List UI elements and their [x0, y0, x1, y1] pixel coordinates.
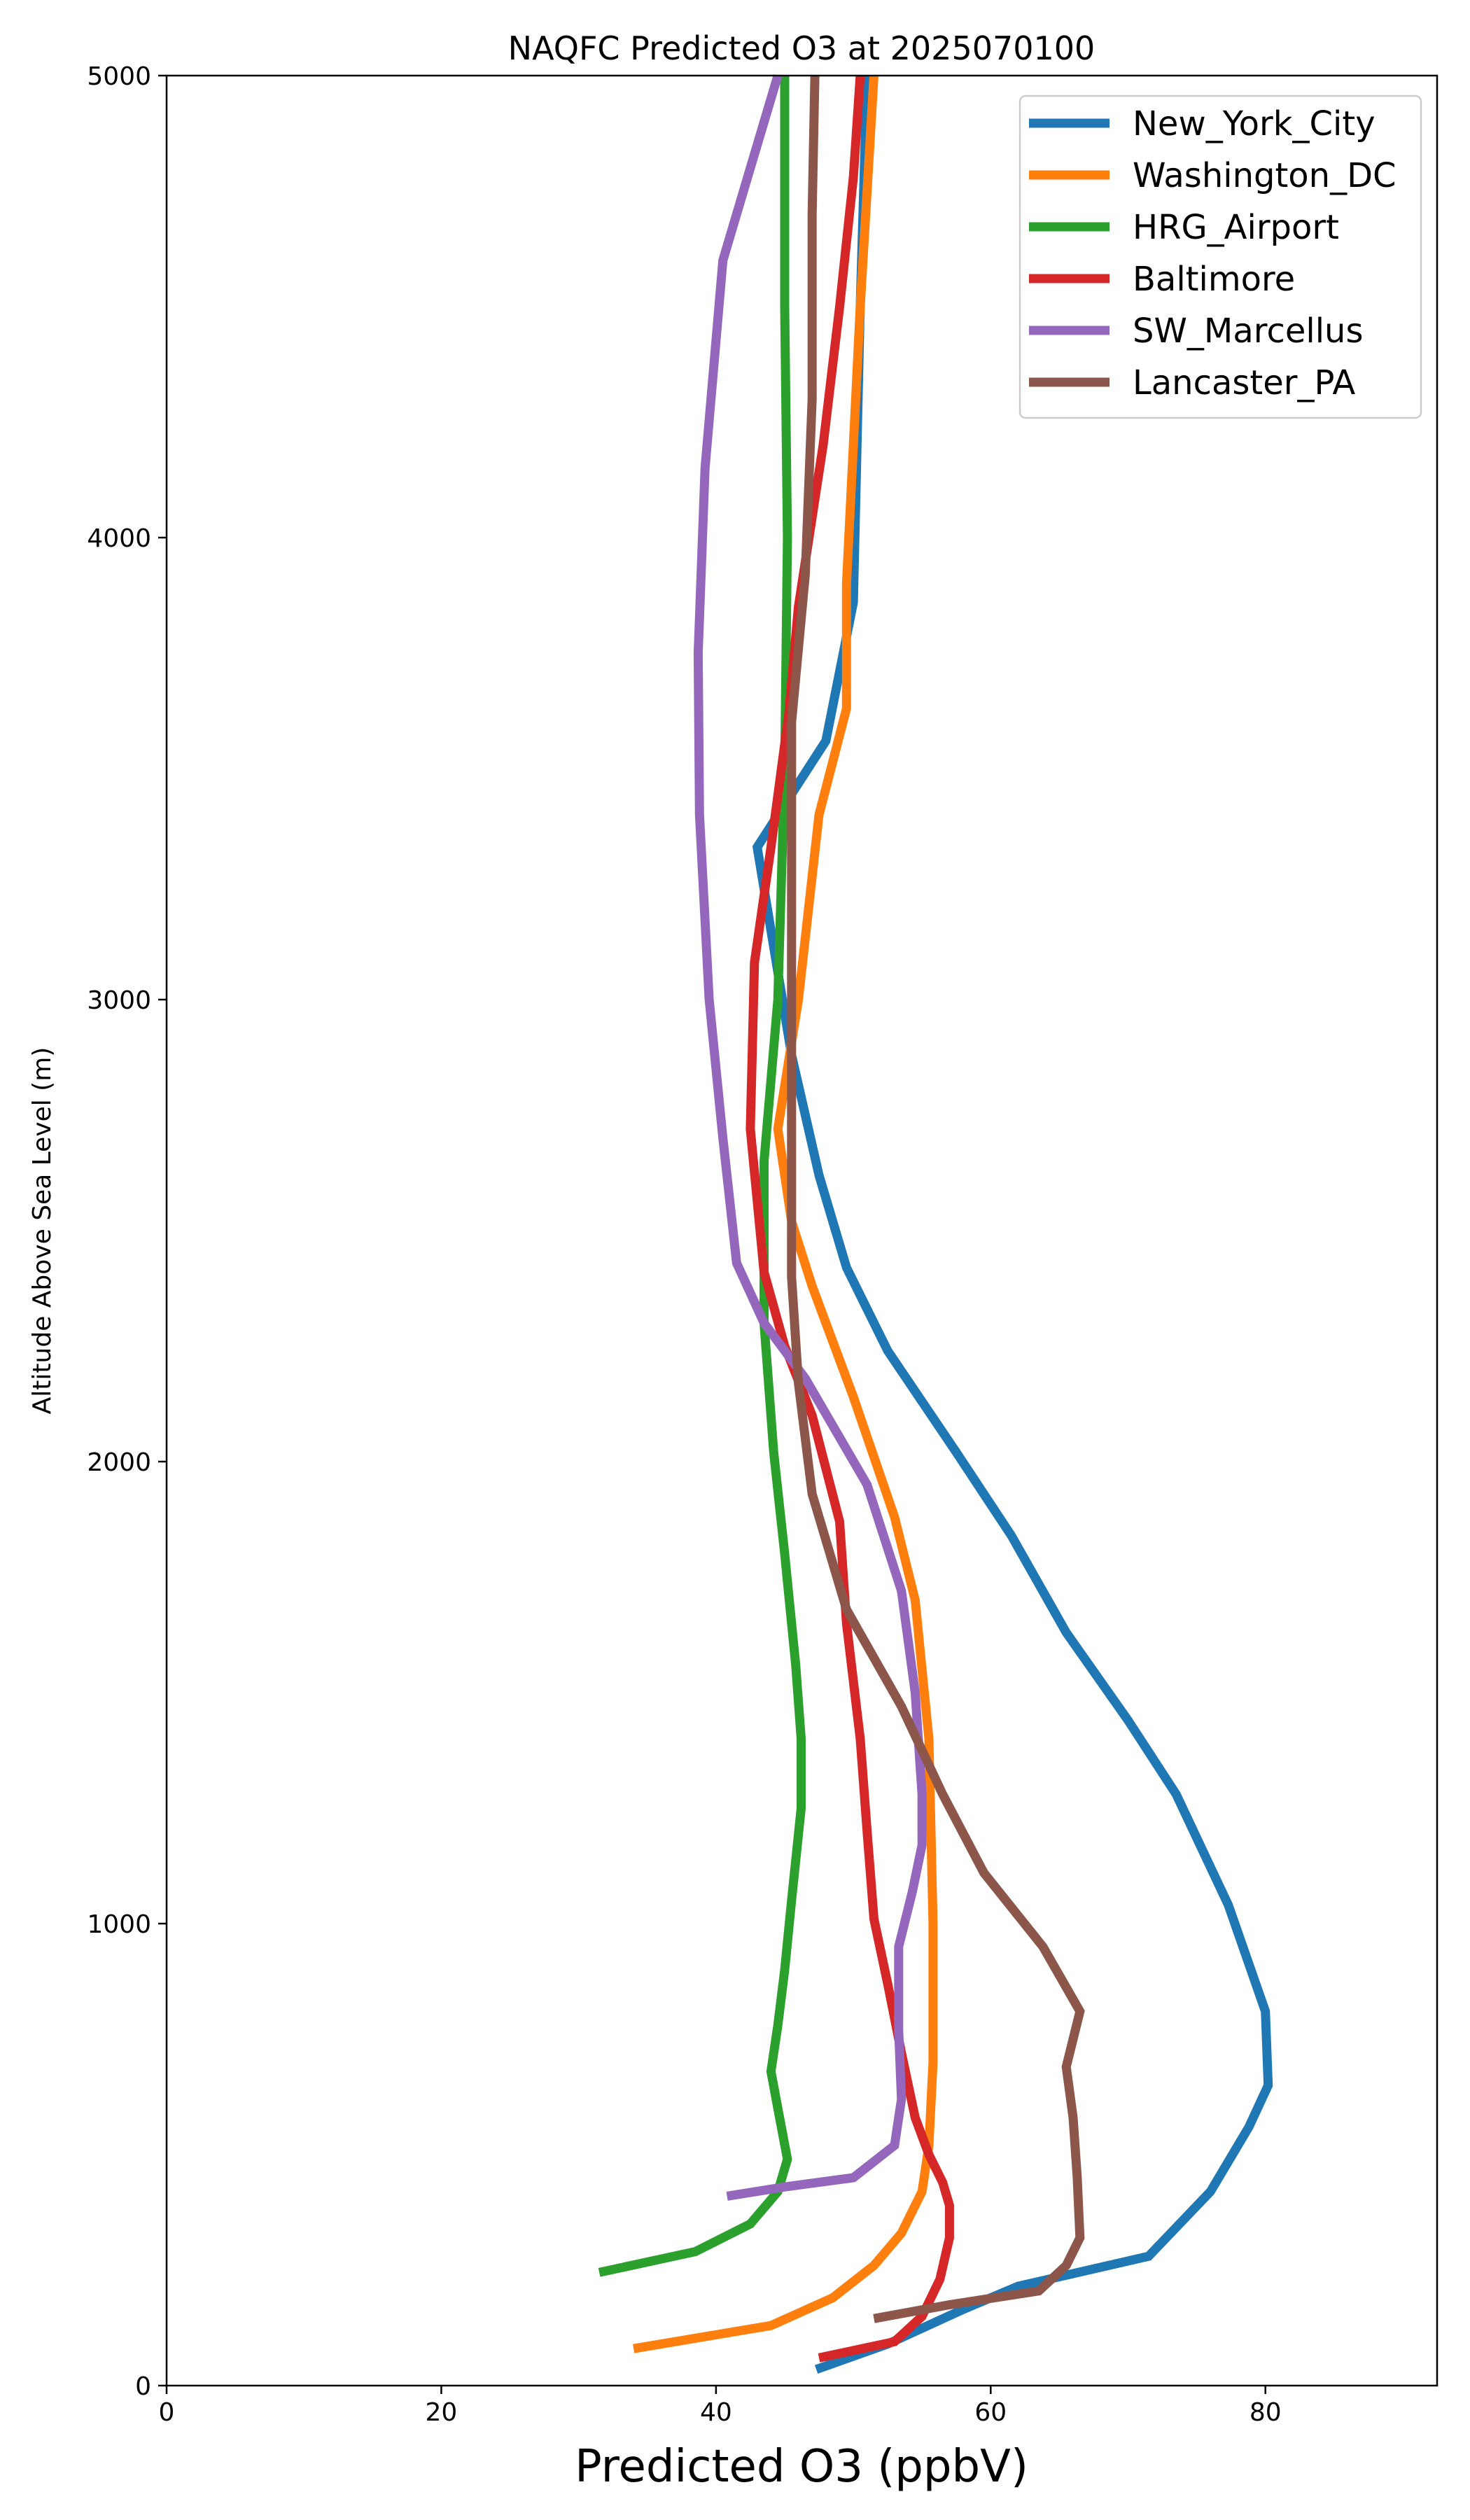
x-axis-ticks: 0 20 40 60 80 — [159, 2386, 1282, 2427]
y-tick-label-4: 4000 — [87, 524, 151, 553]
x-tick-label-1: 20 — [426, 2398, 458, 2427]
y-tick-label-5: 5000 — [87, 62, 151, 91]
y-tick-label-2: 2000 — [87, 1448, 151, 1477]
chart-title: NAQFC Predicted O3 at 2025070100 — [508, 29, 1096, 67]
legend-entries: New_York_City Washington_DC HRG_Airport Bal… — [1029, 104, 1396, 402]
series-line-0 — [752, 75, 1273, 2374]
series-layer — [598, 74, 1273, 2374]
series-line-4 — [693, 74, 927, 2201]
legend-label-0: New_York_City — [1133, 104, 1376, 144]
x-tick-label-3: 60 — [974, 2398, 1007, 2427]
y-tick-label-3: 3000 — [87, 986, 151, 1015]
legend-box — [1018, 94, 1422, 419]
legend-label-5: Lancaster_PA — [1133, 363, 1355, 402]
y-axis-label: Altitude Above Sea Level (m) — [28, 1047, 57, 1415]
series-line-2 — [598, 76, 806, 2277]
y-axis-ticks: 0 1000 2000 3000 4000 5000 — [87, 62, 167, 2401]
x-tick-label-2: 40 — [700, 2398, 732, 2427]
legend-label-2: HRG_Airport — [1133, 208, 1339, 247]
x-tick-label-0: 0 — [159, 2398, 175, 2427]
legend-label-3: Baltimore — [1133, 260, 1295, 299]
series-line-5 — [787, 75, 1085, 2323]
legend-label-4: SW_Marcellus — [1133, 312, 1363, 351]
x-tick-label-4: 80 — [1250, 2398, 1282, 2427]
x-axis-label: Predicted O3 (ppbV) — [575, 2441, 1028, 2493]
plot-area — [165, 74, 1438, 2387]
y-tick-label-0: 0 — [135, 2372, 151, 2401]
legend-label-1: Washington_DC — [1133, 156, 1396, 195]
y-tick-label-1: 1000 — [87, 1910, 151, 1939]
legend: New_York_City Washington_DC HRG_Airport Bal… — [1018, 94, 1422, 419]
axes-frame — [165, 74, 1438, 2387]
series-line-1 — [633, 75, 938, 2353]
